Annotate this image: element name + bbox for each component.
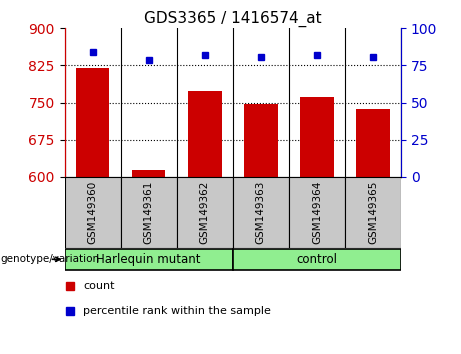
- Bar: [345, 177, 401, 248]
- Bar: [188, 91, 222, 177]
- Bar: [76, 68, 109, 177]
- Bar: [244, 104, 278, 177]
- Text: control: control: [296, 253, 337, 266]
- Text: GSM149363: GSM149363: [256, 181, 266, 244]
- Bar: [300, 97, 334, 177]
- Bar: [121, 177, 177, 248]
- Bar: [289, 177, 345, 248]
- Bar: [65, 177, 121, 248]
- Text: GSM149361: GSM149361: [144, 181, 154, 244]
- Bar: [233, 249, 401, 270]
- Title: GDS3365 / 1416574_at: GDS3365 / 1416574_at: [144, 11, 322, 27]
- Bar: [356, 109, 390, 177]
- Bar: [233, 177, 289, 248]
- Bar: [177, 177, 233, 248]
- Text: GSM149364: GSM149364: [312, 181, 322, 244]
- Text: genotype/variation: genotype/variation: [0, 254, 99, 264]
- Text: GSM149365: GSM149365: [368, 181, 378, 244]
- Text: percentile rank within the sample: percentile rank within the sample: [83, 306, 271, 316]
- Text: GSM149360: GSM149360: [88, 181, 98, 244]
- Text: count: count: [83, 281, 115, 291]
- Bar: [65, 249, 233, 270]
- Bar: [132, 170, 165, 177]
- Text: Harlequin mutant: Harlequin mutant: [96, 253, 201, 266]
- Text: GSM149362: GSM149362: [200, 181, 210, 244]
